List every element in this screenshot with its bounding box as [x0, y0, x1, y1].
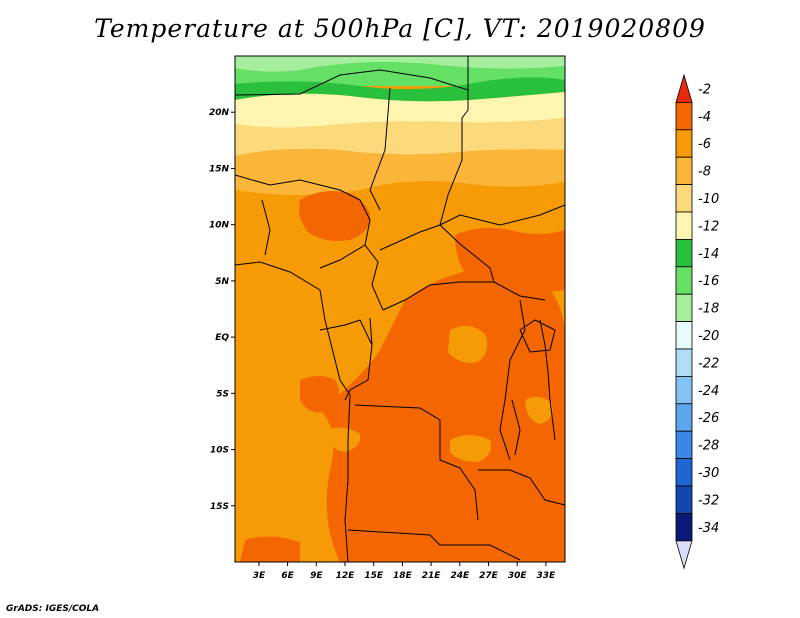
band-yellow — [235, 118, 565, 156]
band-green-dark — [235, 77, 565, 102]
colorbar-swatch — [675, 238, 693, 268]
pocket-west — [325, 427, 361, 452]
y-tick-label: 15N — [209, 164, 230, 174]
colorbar-label: -14 — [698, 247, 719, 262]
pocket-east — [525, 396, 553, 424]
lake-tanganyika — [511, 399, 521, 456]
colorbar-swatch — [675, 513, 693, 542]
colorbar-label: -30 — [698, 466, 719, 481]
colorbar-label: -18 — [698, 302, 719, 317]
x-tick-label: 30E — [508, 571, 528, 581]
colorbar-swatch — [675, 321, 693, 350]
border-cameroon — [364, 244, 384, 311]
colorbar-swatch — [675, 348, 693, 377]
colorbar-label: -26 — [698, 411, 719, 426]
colorbar-swatch — [675, 485, 693, 514]
colorbar-swatch — [675, 184, 693, 213]
y-axis: 20N 15N 10N 5N EQ 5S 10S 15S — [209, 108, 235, 512]
colorbar-swatch — [675, 266, 693, 295]
colorbar-swatch — [675, 102, 693, 131]
colorbar-swatch — [675, 375, 693, 405]
border-libya-egypt — [439, 56, 469, 226]
country-borders — [235, 56, 565, 562]
border-car-south — [382, 281, 546, 311]
colorbar-top-arrow — [675, 73, 693, 103]
colorbar-swatch — [675, 403, 693, 432]
x-axis: 3E 6E 9E 12E 15E 18E 21E 24E 27E 30E 33E — [253, 562, 556, 581]
colorbar-label: -8 — [698, 165, 711, 180]
colorbar-swatch — [675, 129, 693, 158]
band-pale-yellow — [235, 92, 565, 128]
border-benin — [261, 199, 271, 256]
pocket-congo — [448, 325, 488, 363]
border-zambia — [478, 469, 565, 506]
colorbar-bottom-arrow — [675, 540, 693, 570]
border-west — [235, 174, 371, 269]
colorbar-swatch — [675, 211, 693, 240]
x-tick-label: 21E — [422, 571, 442, 581]
temperature-field — [235, 56, 565, 562]
x-tick-label: 33E — [537, 571, 557, 581]
chart-title: Temperature at 500hPa [C], VT: 201902080… — [94, 14, 706, 43]
x-tick-label: 15E — [364, 571, 384, 581]
patch-nigeria — [299, 191, 371, 241]
colorbar-label: -2 — [698, 82, 711, 97]
colorbar-swatch — [675, 458, 693, 487]
colorbar-label: -32 — [698, 493, 719, 508]
colorbar-swatch — [675, 430, 693, 460]
x-tick-label: 9E — [310, 571, 323, 581]
x-tick-label: 18E — [393, 571, 413, 581]
lake-victoria — [519, 319, 556, 353]
coastline — [235, 261, 351, 562]
colorbar-label: -20 — [698, 329, 719, 344]
plot-frame — [234, 55, 566, 563]
pocket-south — [450, 435, 492, 462]
colorbar-label: -10 — [698, 192, 719, 207]
border-southern — [347, 529, 521, 561]
y-tick-label: 10N — [209, 221, 230, 231]
colorbar-label: -16 — [698, 274, 719, 289]
border-east-lakes — [539, 319, 556, 441]
y-tick-label: 5S — [216, 389, 229, 399]
border-gabon — [319, 319, 373, 346]
band-light-orange — [235, 148, 565, 195]
x-tick-label: 24E — [450, 571, 470, 581]
colorbar-swatch — [675, 156, 693, 185]
border-drc-east — [499, 299, 526, 461]
border-car-chad — [379, 224, 495, 283]
y-tick-label: EQ — [215, 333, 229, 343]
x-tick-label: 27E — [479, 571, 499, 581]
colorbar-label: -28 — [698, 439, 719, 454]
x-tick-label: 12E — [336, 571, 356, 581]
border-sudan — [439, 204, 565, 226]
patch-central — [320, 267, 565, 562]
colorbar-label: -24 — [698, 384, 719, 399]
patch-southwest — [240, 536, 300, 562]
colorbar-label: -4 — [698, 110, 711, 125]
y-tick-label: 10S — [210, 446, 229, 456]
colorbar: -2 -4 -6 -8 -10 -12 -14 -16 -18 -20 -22 -24 -26 -28 -3… — [675, 73, 719, 570]
border-angola — [354, 404, 479, 521]
x-tick-label: 6E — [281, 571, 294, 581]
colorbar-label: -22 — [698, 356, 719, 371]
colorbar-swatch — [675, 293, 693, 323]
y-tick-label: 15S — [210, 502, 229, 512]
colorbar-label: -34 — [698, 521, 719, 536]
band-green-light-top — [235, 56, 565, 72]
y-tick-label: 5N — [215, 277, 229, 287]
colorbar-label: -6 — [698, 137, 711, 152]
patch-east — [455, 227, 565, 293]
patch-gulf — [300, 376, 339, 413]
grads-credit: GrADS: IGES/COLA — [6, 604, 100, 614]
x-tick-label: 3E — [253, 571, 266, 581]
y-tick-label: 20N — [209, 108, 230, 118]
border-niger-chad — [369, 87, 391, 211]
colorbar-label: -12 — [698, 219, 719, 234]
